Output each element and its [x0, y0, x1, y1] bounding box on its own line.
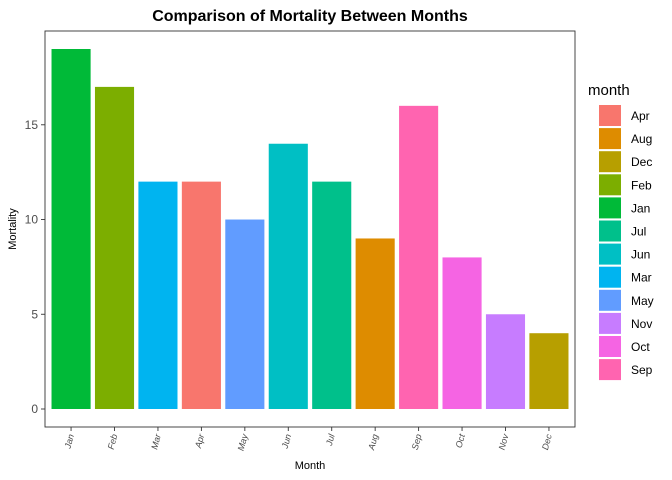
x-tick-label-jan: Jan: [62, 433, 76, 451]
x-tick-label-sep: Sep: [410, 433, 424, 451]
x-tick-label-jun: Jun: [280, 433, 294, 451]
y-tick-label: 10: [25, 213, 39, 227]
legend-swatch-feb: [599, 174, 621, 196]
legend-swatch-sep: [599, 359, 621, 381]
y-tick-label: 0: [31, 402, 38, 416]
legend-label-aug: Aug: [631, 132, 652, 146]
y-tick-label: 5: [31, 307, 38, 321]
legend-label-jul: Jul: [631, 225, 646, 239]
bar-oct: [442, 257, 482, 409]
legend-swatch-dec: [599, 151, 621, 173]
bar-apr: [181, 181, 221, 409]
x-tick-label-apr: Apr: [193, 432, 207, 450]
bar-sep: [399, 105, 439, 409]
legend-label-dec: Dec: [631, 155, 652, 169]
legend-label-may: May: [631, 294, 654, 308]
x-axis-title: Month: [295, 460, 326, 472]
y-axis: 0 5 10 15: [25, 118, 45, 416]
x-tick-label-nov: Nov: [497, 432, 511, 451]
legend-label-oct: Oct: [631, 340, 650, 354]
legend-swatch-mar: [599, 266, 621, 288]
x-tick-label-mar: Mar: [149, 432, 163, 451]
legend-label-jun: Jun: [631, 248, 650, 262]
legend-swatch-jan: [599, 197, 621, 219]
bar-jun: [268, 143, 308, 410]
legend-swatch-jul: [599, 220, 621, 242]
y-tick-label: 15: [25, 118, 39, 132]
y-axis-title: Mortality: [7, 208, 19, 250]
legend-label-sep: Sep: [631, 363, 653, 377]
x-tick-label-oct: Oct: [454, 432, 467, 449]
bar-mar: [138, 181, 178, 409]
legend-swatch-may: [599, 289, 621, 311]
legend-label-mar: Mar: [631, 271, 652, 285]
x-tick-label-dec: Dec: [540, 432, 554, 451]
x-tick-label-feb: Feb: [106, 433, 120, 451]
legend-swatch-nov: [599, 312, 621, 334]
x-tick-label-may: May: [236, 432, 250, 451]
bar-aug: [355, 238, 395, 409]
legend-swatch-apr: [599, 105, 621, 126]
legend-swatch-jun: [599, 243, 621, 265]
bar-nov: [485, 314, 526, 409]
legend-swatch-oct: [599, 336, 621, 357]
legend-label-nov: Nov: [631, 317, 652, 331]
x-axis: Jan Feb Mar Apr May Jun Jul Aug Sep Oct Nov Dec: [62, 427, 554, 452]
legend: month Apr Aug Dec Feb Jan Jul Jun Mar May Nov Oct S…: [588, 82, 654, 381]
bar-jul: [312, 181, 352, 409]
legend-label-feb: Feb: [631, 178, 652, 192]
legend-label-jan: Jan: [631, 201, 650, 215]
x-tick-label-jul: Jul: [324, 432, 337, 448]
bars-group: [51, 49, 569, 410]
bar-dec: [529, 333, 569, 409]
bar-may: [225, 219, 265, 409]
bar-feb: [94, 86, 135, 409]
legend-label-apr: Apr: [631, 109, 650, 123]
x-tick-label-aug: Aug: [366, 433, 380, 452]
legend-title: month: [588, 82, 630, 99]
bar-jan: [51, 49, 91, 409]
legend-swatch-aug: [599, 128, 621, 150]
chart-title: Comparison of Mortality Between Months: [152, 8, 468, 25]
